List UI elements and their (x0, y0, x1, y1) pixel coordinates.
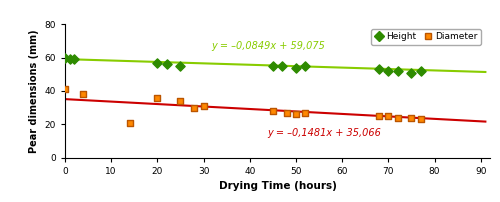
Diameter (384, 114, 392, 118)
Diameter (416, 118, 424, 121)
Height (394, 69, 402, 73)
Diameter (394, 116, 402, 119)
X-axis label: Drying Time (hours): Drying Time (hours) (218, 181, 336, 191)
Diameter (408, 116, 416, 119)
Diameter (154, 96, 162, 99)
Height (162, 63, 170, 66)
Diameter (61, 88, 69, 91)
Diameter (301, 111, 309, 114)
Height (154, 61, 162, 64)
Diameter (80, 93, 88, 96)
Text: y = –0,1481x + 35,066: y = –0,1481x + 35,066 (267, 127, 380, 138)
Diameter (190, 106, 198, 109)
Height (269, 64, 277, 67)
Height (301, 64, 309, 67)
Y-axis label: Pear dimensions (mm): Pear dimensions (mm) (29, 29, 39, 153)
Height (176, 64, 184, 67)
Height (375, 68, 383, 71)
Text: y = –0,0849x + 59,075: y = –0,0849x + 59,075 (212, 41, 325, 51)
Height (70, 58, 78, 61)
Diameter (282, 111, 290, 114)
Height (408, 71, 416, 74)
Diameter (292, 113, 300, 116)
Height (416, 69, 424, 73)
Height (292, 66, 300, 69)
Diameter (176, 99, 184, 102)
Diameter (375, 114, 383, 118)
Diameter (126, 121, 134, 124)
Legend: Height, Diameter: Height, Diameter (371, 29, 481, 45)
Diameter (200, 104, 207, 107)
Diameter (269, 109, 277, 113)
Height (61, 56, 69, 59)
Height (66, 58, 74, 61)
Height (384, 69, 392, 73)
Height (278, 64, 286, 67)
